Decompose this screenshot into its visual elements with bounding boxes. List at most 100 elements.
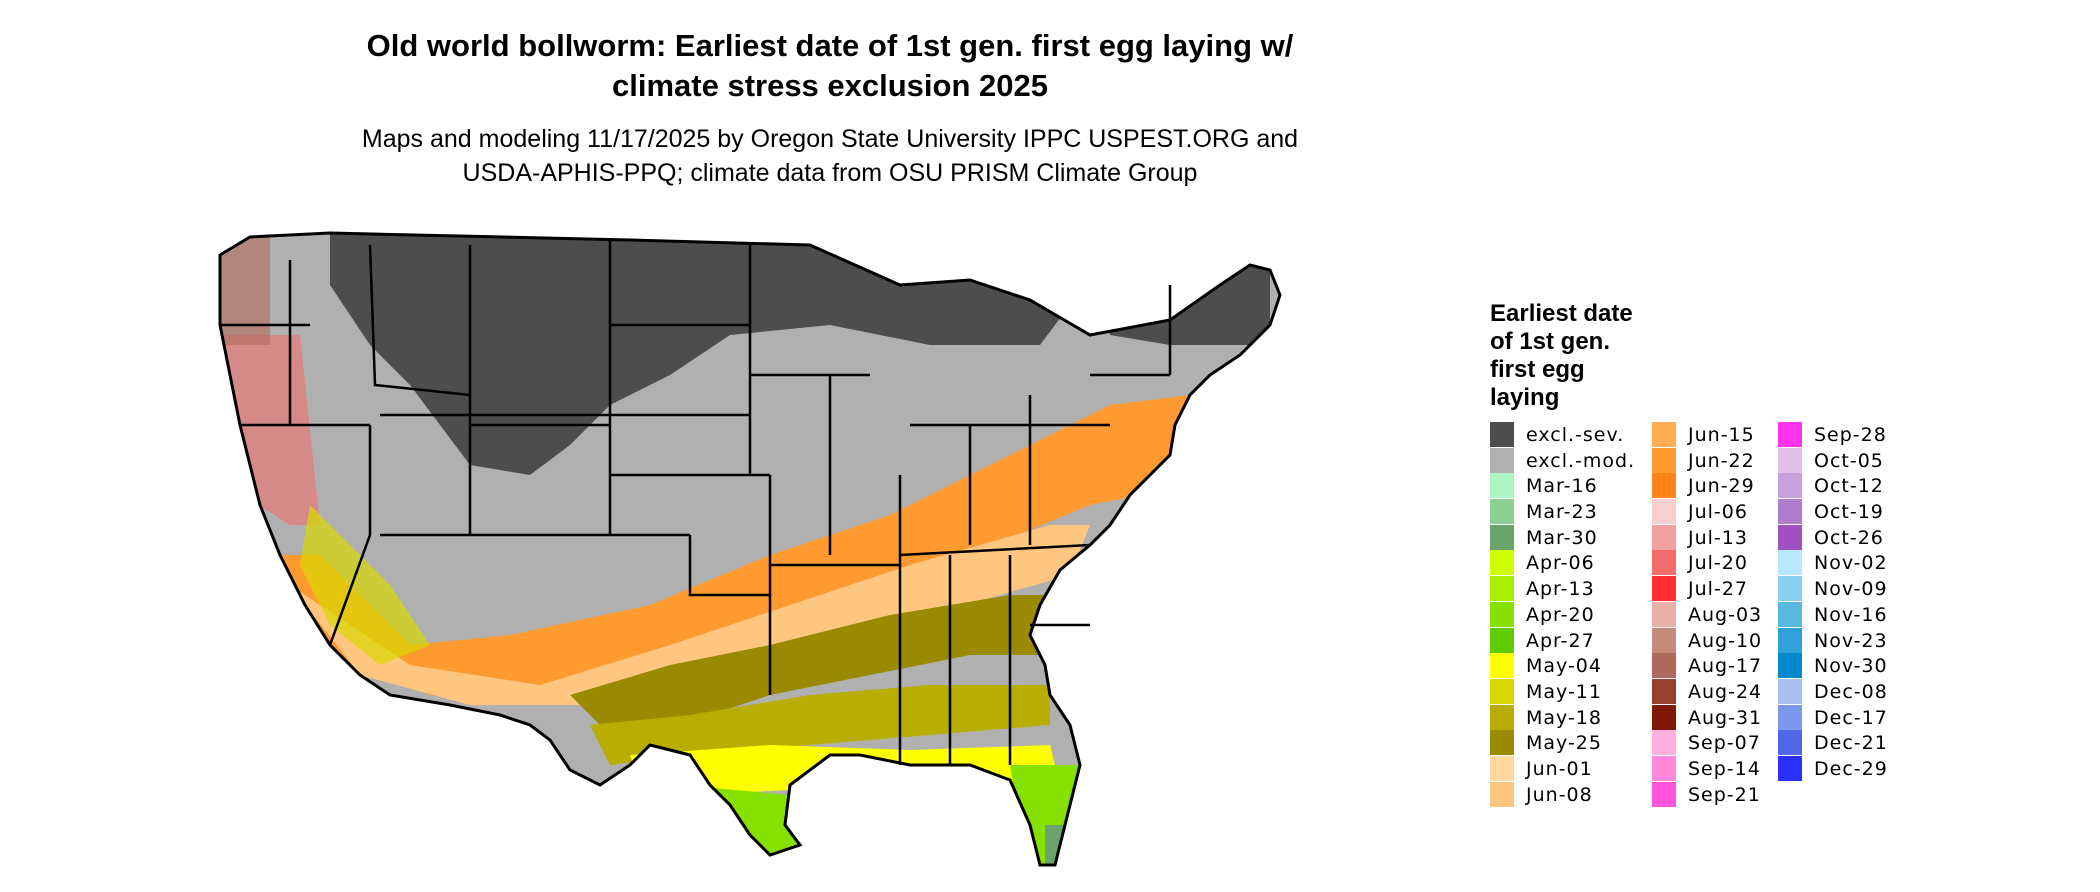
legend-label: Apr-13 [1526,578,1595,601]
legend-swatch [1490,550,1514,576]
zone-may-04 [630,745,1060,795]
legend-swatch [1778,704,1802,730]
legend-label: Aug-24 [1688,680,1763,703]
legend-title-line: first egg [1490,356,1585,383]
legend-swatch [1490,422,1514,447]
zone-mar-30-florida [1045,825,1090,865]
legend-swatch [1652,473,1676,499]
legend-swatch [1490,755,1514,781]
zone-may-25 [570,595,1070,735]
legend-title: Earliest date of 1st gen. first egg layi… [1490,300,1720,412]
legend-item: Apr-20 [1490,601,1650,628]
legend-item: Jul-20 [1652,550,1812,576]
legend-label: Nov-23 [1814,629,1888,652]
legend-swatch [1490,473,1514,499]
legend-label: May-11 [1526,680,1602,703]
legend-item: Jun-22 [1652,447,1812,474]
legend-item: Nov-09 [1778,576,1938,602]
zone-excl-sev-north [330,233,1070,475]
legend-label: Mar-23 [1526,501,1598,524]
legend-label: Dec-29 [1814,757,1888,780]
legend-label: Sep-21 [1688,783,1761,806]
legend-column: excl.-sev. excl.-mod. Mar-16 Mar-23 Mar-30 Ap… [1490,422,1650,807]
legend-item: Aug-31 [1652,704,1812,731]
legend-label: Oct-05 [1814,449,1884,472]
legend-swatch [1778,550,1802,576]
legend-swatch [1652,755,1676,781]
legend-item: Mar-16 [1490,473,1650,499]
legend-label: Oct-12 [1814,475,1884,498]
legend-item: Aug-03 [1652,601,1812,628]
zone-may-18 [590,685,1050,765]
legend-label: Nov-09 [1814,578,1888,601]
zone-may-11-southwest [300,505,430,665]
legend-item: excl.-sev. [1490,422,1650,448]
legend-swatch [1490,576,1514,602]
legend-swatch [1490,678,1514,704]
legend-label: Sep-28 [1814,424,1887,446]
legend-swatch [1652,576,1676,602]
legend-label: May-25 [1526,732,1602,755]
legend-label: Mar-30 [1526,526,1598,549]
legend-label: Jun-22 [1688,449,1755,472]
us-outline [218,231,1282,867]
legend-column: Jun-15 Jun-22 Jun-29 Jul-06 Jul-13 Jul-20 Jul-… [1652,422,1812,807]
us-risk-map [218,231,1282,867]
legend-title-line: Earliest date [1490,300,1633,327]
legend-swatch [1490,601,1514,627]
legend-item: Aug-10 [1652,627,1812,654]
legend-item: Oct-26 [1778,524,1938,551]
legend-item: Dec-08 [1778,678,1938,705]
legend-label: Jul-13 [1688,526,1748,549]
legend-item: Mar-30 [1490,524,1650,551]
legend-swatch [1778,422,1802,447]
legend-title-line: of 1st gen. [1490,328,1611,355]
legend-item: Jul-06 [1652,499,1812,525]
legend-swatch [1652,704,1676,730]
legend-swatch [1778,524,1802,550]
state-borders [220,240,1172,765]
legend-label: Sep-14 [1688,757,1761,780]
legend-label: Jul-06 [1688,501,1748,524]
legend-label: Apr-20 [1526,603,1595,626]
legend-label: May-04 [1526,655,1602,678]
legend-item: Dec-21 [1778,730,1938,756]
legend-label: Apr-27 [1526,629,1595,652]
legend-item: Jun-15 [1652,422,1812,448]
legend-swatch [1778,601,1802,627]
legend-label: Jul-20 [1688,552,1748,575]
legend-label: Jun-29 [1688,475,1755,498]
legend-swatch [1490,499,1514,525]
legend-swatch [1778,576,1802,602]
legend-label: Nov-30 [1814,655,1888,678]
legend-label: Aug-03 [1688,603,1763,626]
legend-item: Sep-21 [1652,781,1812,808]
legend-label: Oct-19 [1814,501,1884,524]
zone-northwest-coast [220,233,270,345]
legend-swatch [1652,730,1676,756]
legend-swatch [1490,704,1514,730]
legend-label: Aug-31 [1688,706,1763,729]
legend-label: Dec-08 [1814,680,1888,703]
legend-swatch [1778,653,1802,679]
legend-swatch [1490,730,1514,756]
legend-swatch [1652,781,1676,807]
legend-item: Sep-14 [1652,755,1812,782]
legend-label: Mar-16 [1526,475,1598,498]
legend-item: Mar-23 [1490,499,1650,525]
legend-swatch [1778,473,1802,499]
legend-swatch [1652,524,1676,550]
map-subtitle-line-2: USDA-APHIS-PPQ; climate data from OSU PR… [462,159,1198,187]
legend-item: May-25 [1490,730,1650,756]
legend-item: May-18 [1490,704,1650,731]
legend-label: Aug-17 [1688,655,1763,678]
legend-label: Jul-27 [1688,578,1748,601]
map-subtitle-line-1: Maps and modeling 11/17/2025 by Oregon S… [361,125,1299,153]
legend-label: Jun-15 [1688,424,1755,446]
legend-item: Aug-17 [1652,653,1812,679]
legend-item: Nov-30 [1778,653,1938,679]
legend-item: Nov-23 [1778,627,1938,654]
legend-swatch [1778,730,1802,756]
legend-swatch [1652,601,1676,627]
legend-swatch [1652,499,1676,525]
